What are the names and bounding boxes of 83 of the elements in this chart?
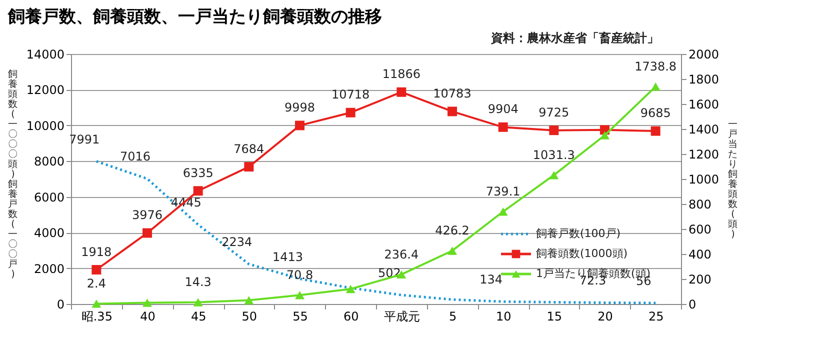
x-tick-label: 15 — [546, 310, 562, 324]
x-tick-label: 昭.35 — [81, 310, 112, 324]
data-label: 426.2 — [435, 224, 470, 238]
y2-tick-label: 2000 — [688, 48, 720, 62]
x-tick-label: 25 — [648, 310, 664, 324]
data-label: 9904 — [488, 102, 518, 116]
data-label: 2234 — [222, 235, 252, 250]
y2-tick-label: 1400 — [688, 122, 720, 136]
data-label: 1031.3 — [532, 148, 575, 162]
point — [650, 82, 660, 91]
y-tick-label: 6000 — [34, 190, 64, 204]
y-tick-label: 12000 — [26, 83, 64, 98]
point — [498, 122, 508, 132]
data-label: 1413 — [272, 250, 304, 264]
data-label: 7016 — [120, 150, 151, 164]
point — [193, 298, 203, 306]
x-tick-label: 20 — [598, 310, 613, 324]
x-tick-label: 40 — [140, 310, 156, 324]
data-label: 1918 — [81, 244, 112, 259]
y2-tick-label: 400 — [688, 248, 712, 262]
data-label: 11866 — [382, 67, 421, 82]
point — [295, 120, 304, 130]
x-tick-label: 平成元 — [384, 310, 420, 324]
data-label: 739.1 — [486, 184, 520, 199]
data-label: 236.4 — [384, 247, 419, 262]
text: 資料：農林水産省「畜産統計」 — [490, 31, 659, 45]
point — [346, 284, 356, 294]
point — [244, 296, 254, 304]
y2-tick-label: 0 — [688, 298, 696, 312]
y-tick-label: 2000 — [34, 262, 64, 276]
y-tick-label: 4000 — [34, 226, 64, 240]
point — [346, 108, 356, 118]
x-tick-label: 5 — [448, 310, 457, 324]
data-label: 70.8 — [286, 268, 314, 282]
data-label: 6335 — [182, 166, 214, 180]
data-label: 134 — [480, 272, 503, 287]
point — [549, 126, 559, 136]
y2-tick-label: 800 — [688, 198, 712, 212]
data-label: 9725 — [538, 105, 570, 120]
point — [295, 291, 304, 300]
point — [448, 106, 457, 116]
point — [549, 170, 559, 180]
data-label: 14.3 — [184, 275, 212, 290]
point — [92, 300, 102, 308]
y2-tick-label: 1600 — [688, 98, 720, 112]
text: 一戸当たり飼養頭数(頭) — [728, 119, 738, 240]
y-tick-label: 14000 — [26, 48, 64, 62]
data-label: 9685 — [640, 106, 671, 120]
point — [650, 126, 660, 136]
point — [396, 87, 406, 97]
y-tick-label: 8000 — [34, 154, 64, 169]
data-label: 10783 — [433, 86, 472, 100]
y2-tick-label: 1200 — [688, 148, 720, 162]
point — [448, 246, 457, 255]
point — [600, 131, 610, 140]
point — [193, 186, 203, 196]
y-tick-label: 10000 — [26, 118, 64, 133]
point — [92, 265, 102, 274]
point — [142, 298, 152, 307]
data-label: 3976 — [132, 208, 163, 222]
data-label: 2.4 — [86, 276, 106, 291]
x-tick-label: 60 — [343, 310, 359, 324]
x-tick-label: 55 — [292, 310, 308, 324]
y-tick-label: 0 — [56, 298, 64, 312]
data-label: 10718 — [331, 88, 370, 102]
legend-label: 飼養頭数(1000頭) — [536, 247, 628, 260]
x-tick-label: 45 — [190, 310, 206, 324]
point — [244, 162, 254, 172]
text: 飼養頭数(一〇〇〇頭) 飼養戸数(一〇〇戸) — [8, 69, 18, 280]
data-label: 7684 — [234, 142, 264, 156]
x-tick-label: 10 — [496, 310, 512, 324]
x-tick-label: 50 — [242, 310, 258, 324]
y2-tick-label: 200 — [688, 272, 712, 286]
data-label: 1738.8 — [634, 60, 677, 74]
data-label: 9998 — [284, 100, 316, 114]
y2-tick-label: 1000 — [688, 172, 720, 186]
y2-tick-label: 1800 — [688, 72, 720, 86]
point — [498, 208, 508, 216]
y2-tick-label: 600 — [688, 222, 712, 236]
data-label: 7991 — [69, 132, 100, 146]
legend-label: 飼養戸数(100戸) — [536, 227, 621, 240]
point — [142, 228, 152, 238]
chart-title: 飼養戸数、飼養頭数、一戸当たり飼養頭数の推移 — [7, 7, 382, 27]
